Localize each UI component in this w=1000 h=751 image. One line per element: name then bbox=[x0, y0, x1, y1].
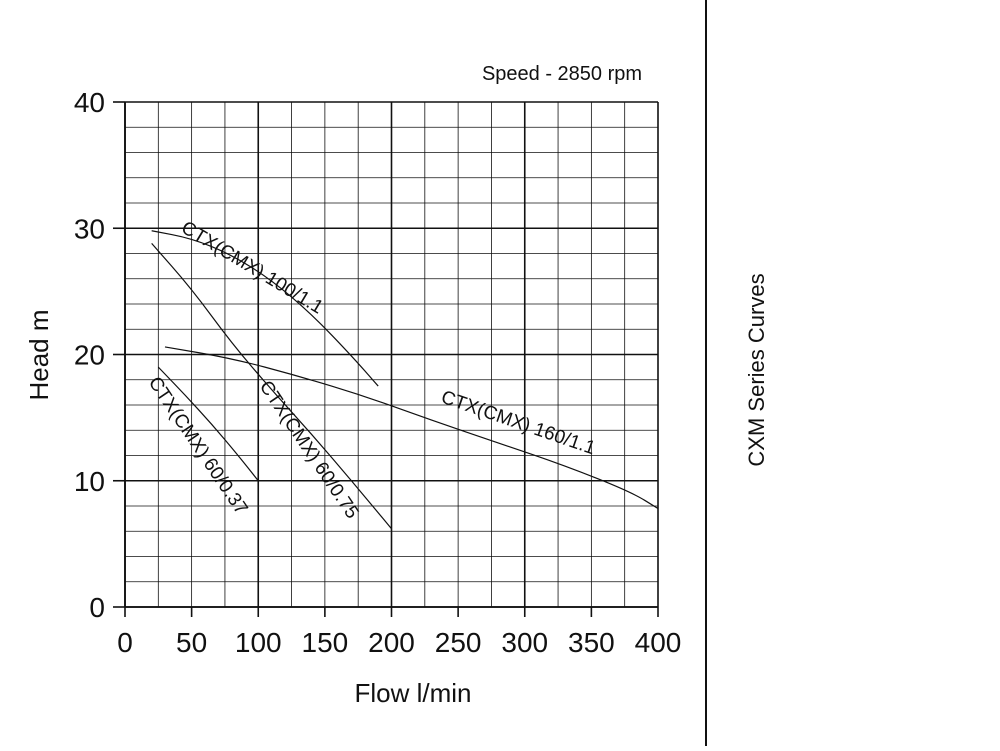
y-tick-label: 30 bbox=[74, 213, 105, 244]
curve-labels: CTX(CMX) 100/1.1 CTX(CMX) 160/1.1 CTX(CMX)… bbox=[144, 217, 598, 522]
x-tick-label: 0 bbox=[117, 627, 133, 658]
y-tick-label: 10 bbox=[74, 466, 105, 497]
grid bbox=[124, 101, 659, 608]
x-tick-label: 150 bbox=[302, 627, 349, 658]
series-label: CTX(CMX) 160/1.1 bbox=[438, 387, 598, 459]
x-tick-label: 50 bbox=[176, 627, 207, 658]
x-tick-label: 250 bbox=[435, 627, 482, 658]
y-tick-label: 0 bbox=[89, 592, 105, 623]
x-tick-label: 300 bbox=[501, 627, 548, 658]
series-line bbox=[151, 243, 392, 530]
x-axis-label: Flow l/min bbox=[354, 678, 471, 708]
series-label: CTX(CMX) 60/0.75 bbox=[255, 377, 363, 523]
series-label: CTX(CMX) 100/1.1 bbox=[177, 217, 326, 318]
x-tick-label: 400 bbox=[635, 627, 682, 658]
y-axis-label: Head m bbox=[24, 309, 54, 400]
y-tick-label: 40 bbox=[74, 87, 105, 118]
series-line bbox=[157, 366, 259, 482]
side-title: CXM Series Curves bbox=[744, 273, 769, 467]
chart-subtitle: Speed - 2850 rpm bbox=[482, 63, 642, 85]
series-line bbox=[164, 346, 659, 510]
series bbox=[151, 230, 659, 530]
x-tick-label: 350 bbox=[568, 627, 615, 658]
x-tick-label: 200 bbox=[368, 627, 415, 658]
right-frame-border bbox=[705, 0, 707, 746]
series-line bbox=[151, 230, 379, 387]
x-tick-label: 100 bbox=[235, 627, 282, 658]
series-label: CTX(CMX) 60/0.37 bbox=[144, 373, 252, 519]
y-tick-label: 20 bbox=[74, 340, 105, 371]
